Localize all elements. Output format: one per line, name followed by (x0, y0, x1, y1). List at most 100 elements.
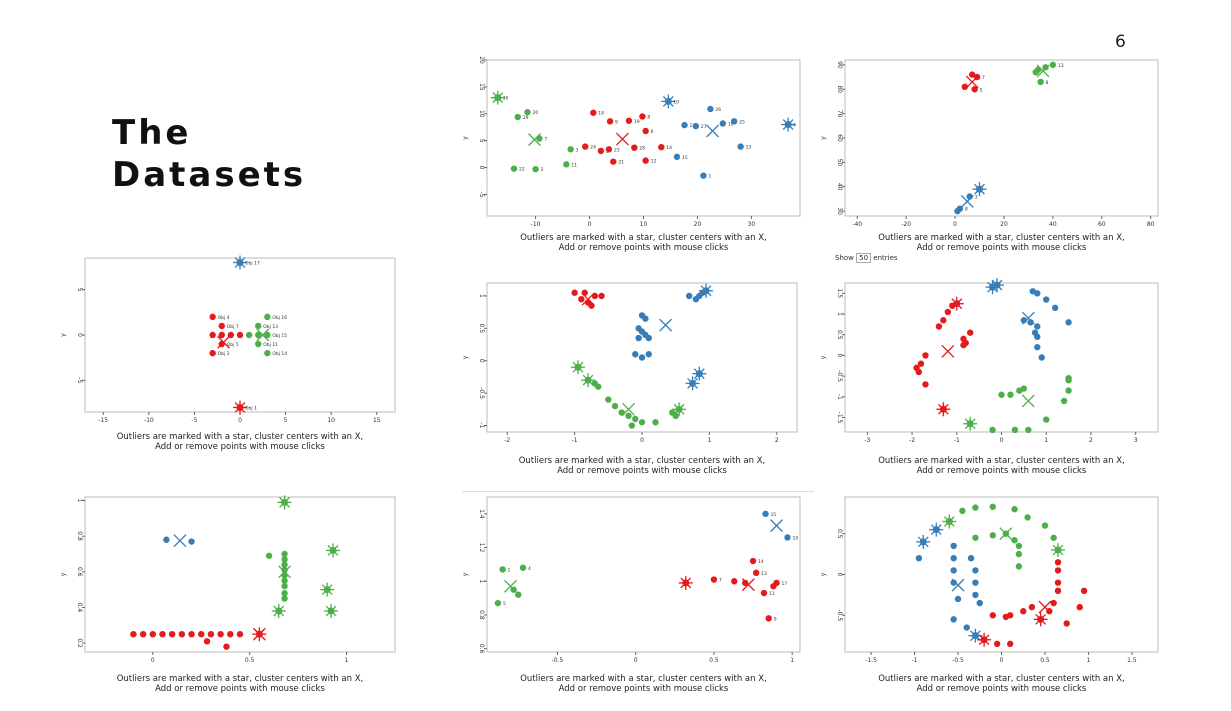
x-tick-label: -1.5 (865, 657, 877, 664)
data-point (1065, 377, 1072, 384)
outlier-star-marker (942, 514, 957, 529)
data-point (1037, 78, 1044, 86)
point-label: 28 (639, 146, 645, 152)
x-tick-label: 0 (1000, 437, 1004, 444)
outlier-star-marker (326, 543, 340, 558)
caption-line-1: Outliers are marked with a star, cluster… (116, 432, 364, 442)
point-label: 15 (682, 155, 688, 161)
data-point (645, 351, 652, 358)
point-label: Obj 14 (272, 351, 287, 357)
plot-area[interactable]: -15 -10 -5 0 5 10 15 -5 0 5 y Obj 17 Obj 4 Obj 7 Obj 5… (60, 255, 396, 424)
point-label: 17 (782, 581, 788, 587)
chart-caption: Outliers are marked with a star, cluster… (85, 432, 395, 452)
data-point (209, 349, 216, 357)
data-point (673, 153, 681, 161)
slide-title: The Datasets (112, 112, 306, 196)
x-tick-label: -1 (912, 657, 918, 664)
y-tick-label: -1.5 (836, 412, 843, 424)
y-tick-label: 1.2 (478, 543, 485, 553)
cluster-center-x-marker (1038, 600, 1052, 614)
data-point (954, 595, 962, 603)
scatter-chart-2[interactable]: -40 -20 0 20 40 60 80 30 40 50 60 70 80 90 y 7 5 13 8 8 3 (820, 59, 1159, 228)
point-label: Obj 16 (272, 315, 287, 321)
plot-area[interactable]: -2 -1 0 1 2 -1 -0.5 0 0.5 1 y (462, 282, 798, 444)
y-axis-label: y (60, 333, 67, 337)
outlier-star-marker (320, 582, 335, 597)
scatter-chart-7[interactable]: -0.5 0 0.5 1 0.6 0.8 1 1.2 1.4 y 1 4 5 7 14 13 11 17 9 15 10 (462, 496, 801, 664)
data-point (1065, 319, 1072, 326)
plot-area[interactable]: 0 0.5 1 0.2 0.4 0.6 0.8 1 y (60, 495, 396, 664)
point-label: 7 (982, 75, 985, 81)
data-point (638, 354, 646, 361)
outlier-star-marker (1051, 543, 1066, 558)
point-label: 24 (590, 145, 596, 151)
point-label: Obj 11 (263, 342, 278, 348)
data-point (710, 576, 718, 583)
data-point (1007, 391, 1014, 398)
scatter-chart-1[interactable]: -10 0 10 20 30 -5 0 5 10 15 20 y 30 29 20 7 3 11 22 2 18 9 19 8… (462, 56, 801, 228)
data-point (578, 295, 585, 303)
outlier-point (695, 370, 703, 378)
x-tick-label: -40 (852, 221, 862, 228)
x-tick-label: 0 (1000, 657, 1004, 664)
data-point (605, 146, 613, 153)
outlier-point (1037, 615, 1045, 623)
data-point (571, 289, 578, 296)
data-point (998, 391, 1005, 398)
scatter-chart-6[interactable]: 0 0.5 1 0.2 0.4 0.6 0.8 1 y (60, 495, 396, 664)
x-tick-label: 1.5 (1127, 657, 1137, 664)
plot-area[interactable]: -1.5 -1 -0.5 0 0.5 1 1.5 -0.5 0 0.5 y (820, 496, 1159, 664)
data-point (922, 352, 929, 359)
data-point (993, 640, 1001, 648)
data-point (749, 557, 757, 565)
data-point (967, 329, 974, 336)
point-label: 26 (715, 107, 721, 113)
caption-line-1: Outliers are marked with a star, cluster… (878, 674, 1125, 684)
point-label: 11 (571, 162, 577, 168)
data-point (917, 360, 925, 367)
chart-caption: Outliers are marked with a star, cluster… (487, 674, 800, 694)
data-point (130, 630, 137, 638)
y-tick-label: -0.5 (478, 387, 485, 399)
y-axis-label: y (820, 572, 827, 576)
data-point (1054, 567, 1062, 574)
plot-area[interactable]: -3 -2 -1 0 1 2 3 -1.5 -1 -0.5 0 0.5 1 1.5 y (820, 278, 1159, 444)
data-point (742, 579, 749, 587)
data-point (510, 165, 518, 172)
point-label: 9 (615, 119, 618, 125)
point-label: 13 (746, 145, 752, 151)
plot-frame (486, 496, 801, 653)
scatter-chart-8[interactable]: -1.5 -1 -0.5 0 0.5 1 1.5 -0.5 0 0.5 y (820, 496, 1159, 664)
scatter-chart-4[interactable]: -2 -1 0 1 2 -1 -0.5 0 0.5 1 y (462, 282, 798, 444)
title-line-1: The (112, 113, 192, 153)
plot-area[interactable]: -40 -20 0 20 40 60 80 30 40 50 60 70 80 90 y 7 5 13 8 8 3 (820, 59, 1159, 228)
point-label: 7 (719, 578, 722, 584)
data-point (762, 510, 769, 518)
data-point (1034, 333, 1041, 341)
data-point (255, 340, 262, 348)
y-tick-label: 20 (478, 56, 485, 64)
y-tick-label: 10 (478, 110, 485, 118)
outlier-point (236, 259, 244, 267)
scatter-chart-3[interactable]: -15 -10 -5 0 5 10 15 -5 0 5 y Obj 17 Obj 4 Obj 7 Obj 5… (60, 255, 396, 424)
cluster-center-x-marker (941, 344, 955, 358)
point-label: 6 (651, 129, 654, 135)
data-point (281, 582, 288, 590)
plot-frame (844, 59, 1159, 217)
point-label: 7 (544, 137, 547, 143)
data-point (731, 578, 738, 585)
data-point (950, 579, 957, 586)
outlier-point (939, 405, 947, 413)
scatter-chart-5[interactable]: -3 -2 -1 0 1 2 3 -1.5 -1 -0.5 0 0.5 1 1.5 y (820, 278, 1159, 444)
data-point (563, 161, 570, 168)
show-label: Show (835, 254, 854, 262)
x-stroke (965, 75, 979, 89)
cluster-center-x-marker (278, 565, 292, 579)
y-tick-label: 50 (836, 159, 843, 167)
data-point (1050, 534, 1057, 541)
point-label: 12 (651, 159, 657, 165)
x-stroke (581, 292, 595, 306)
entries-select[interactable]: 50 (856, 253, 872, 263)
